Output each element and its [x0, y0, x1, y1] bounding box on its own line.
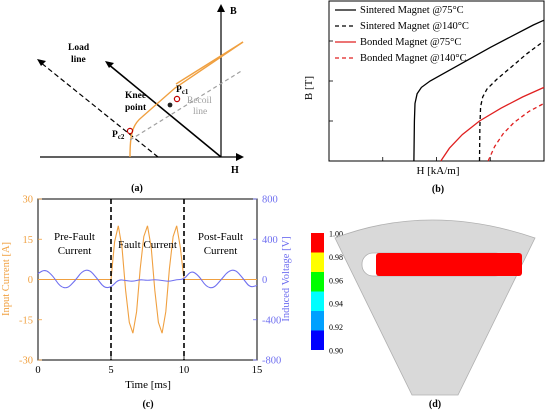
- c-series-right: [37, 269, 258, 289]
- series-line-4: [487, 102, 545, 162]
- series-line-3: [440, 86, 545, 162]
- colorbar-segment-4: [311, 311, 324, 331]
- c-ytick-right-label-4: 800: [262, 195, 278, 206]
- c-xtick-label-2: 10: [179, 365, 190, 376]
- demag-curve: [129, 41, 244, 158]
- knee-point-label-2: point: [125, 103, 147, 113]
- colorbar-segment-5: [311, 330, 324, 350]
- recoil-label-1: Recoil: [187, 96, 212, 106]
- colorbar-tick-0: 1.00: [329, 230, 343, 239]
- bh-curve-upper: [175, 41, 244, 85]
- c-xtick-label-0: 0: [35, 365, 40, 376]
- panel-d-label: (d): [429, 399, 441, 410]
- magnet-block: [376, 253, 522, 276]
- colorbar-tick-1: 0.98: [329, 253, 343, 262]
- legend-label-4: Bonded Magnet @140°C: [360, 53, 467, 64]
- c-ylabel-right: Induced Voltage [V]: [281, 236, 292, 321]
- c-ytick-left-label-1: -15: [19, 315, 33, 326]
- colorbar-segment-0: [311, 233, 324, 253]
- c-annotation-0-1: Current: [58, 245, 92, 257]
- c-ytick-right-label-1: -400: [262, 315, 281, 326]
- c-ylabel-left: Input Current [A]: [1, 242, 12, 316]
- load-line-label-2: line: [71, 55, 86, 65]
- pc1-point: [173, 95, 181, 103]
- h-axis-arrow-icon: [236, 153, 244, 161]
- recoil-label-2: line: [193, 107, 207, 117]
- panel-a-label: (a): [131, 183, 143, 194]
- colorbar-segment-1: [311, 252, 324, 272]
- c-xtick-label-1: 5: [108, 365, 113, 376]
- c-ytick-left-label-4: 30: [23, 195, 34, 206]
- c-annotation-2-0: Post-Fault: [198, 231, 243, 243]
- pc2-point: [126, 127, 134, 135]
- c-ytick-left-label-3: 15: [23, 235, 34, 246]
- series-line-2: [478, 40, 545, 162]
- b-axis-arrow-icon: [217, 4, 225, 12]
- b-axis-label: B: [230, 6, 237, 17]
- b-ylabel: B [T]: [303, 76, 315, 100]
- series-line-1: [413, 19, 545, 162]
- legend-label-2: Sintered Magnet @140°C: [360, 21, 469, 32]
- c-ytick-right-label-0: -800: [262, 356, 281, 367]
- c-series-left: [38, 225, 257, 334]
- pc2-label: Pc2: [112, 130, 125, 141]
- knee-point-marker: [167, 102, 173, 108]
- knee-point-label-1: Knee: [125, 91, 146, 101]
- colorbar-tick-4: 0.92: [329, 323, 343, 332]
- panel-c-label: (c): [142, 399, 153, 410]
- colorbar-tick-3: 0.94: [329, 300, 343, 309]
- c-annotation-0-0: Pre-Fault: [54, 231, 95, 243]
- panel-b-label: (b): [432, 184, 444, 195]
- c-annotation-1-0: Fault Current: [118, 239, 177, 251]
- load-line-label-1: Load: [68, 43, 90, 53]
- panel-d: 1.00 0.98 0.96 0.94 0.92 0.90 (d): [311, 219, 536, 410]
- load-line-dashed: [39, 61, 159, 158]
- colorbar-tick-5: 0.90: [329, 347, 343, 356]
- colorbar-segment-2: [311, 272, 324, 292]
- colorbar-tick-2: 0.96: [329, 276, 343, 285]
- c-xtick-label-3: 15: [252, 365, 263, 376]
- c-ytick-left-label-0: -30: [19, 356, 33, 367]
- load-line-solid: [107, 63, 222, 158]
- recoil-line: [129, 69, 244, 141]
- panel-b: Sintered Magnet @75°C Sintered Magnet @14…: [303, 0, 545, 195]
- colorbar-segment-3: [311, 291, 324, 311]
- panel-c: 0 5 10 15 -30 -15 0 15 30 -800 -400 0 400 800 Pre-Fau…: [1, 195, 292, 411]
- b-xlabel: H [kA/m]: [416, 165, 459, 177]
- h-axis-label: H: [231, 165, 239, 176]
- legend-label-1: Sintered Magnet @75°C: [360, 5, 464, 16]
- c-annotation-2-1: Current: [204, 245, 238, 257]
- pc1-label: Pc1: [176, 85, 189, 96]
- rotor-core-segment: [334, 219, 536, 396]
- c-ytick-left-label-2: 0: [28, 275, 33, 286]
- c-xlabel: Time [ms]: [125, 379, 171, 391]
- panel-a: B H Load line Knee point Pc1 Pc2 Recoil …: [37, 4, 244, 194]
- legend-label-3: Bonded Magnet @75°C: [360, 37, 461, 48]
- load-line-dashed-arrow-icon: [37, 59, 46, 66]
- c-ytick-right-label-2: 0: [262, 275, 267, 286]
- load-line-arrow-icon: [105, 61, 114, 68]
- c-ytick-right-label-3: 400: [262, 235, 278, 246]
